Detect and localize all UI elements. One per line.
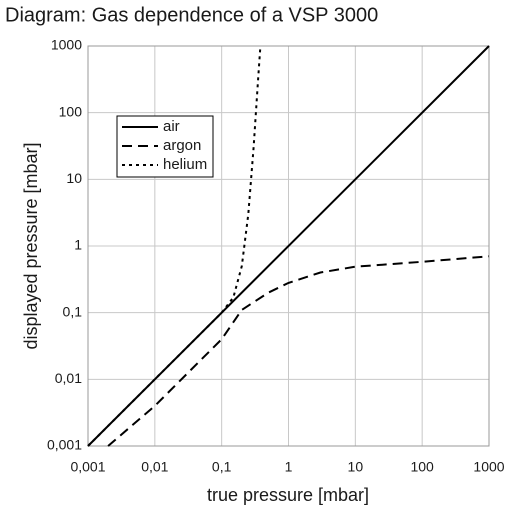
- x-tick-label: 0,01: [141, 459, 168, 475]
- y-tick-label: 1000: [51, 37, 82, 53]
- legend-label: helium: [163, 156, 207, 173]
- series-line: [87, 45, 490, 447]
- y-tick-label: 0,001: [47, 437, 82, 453]
- y-tick-label: 0,1: [63, 303, 83, 319]
- x-tick-label: 0,1: [212, 459, 232, 475]
- series-line: [107, 255, 490, 447]
- legend-label: air: [163, 118, 180, 135]
- plot-frame: [87, 45, 490, 447]
- x-tick-label: 10: [348, 459, 364, 475]
- x-tick-label: 1000: [473, 459, 504, 475]
- x-tick-label: 1: [285, 459, 293, 475]
- y-tick-label: 100: [59, 103, 83, 119]
- series-line: [87, 45, 262, 447]
- y-tick-label: 0,01: [55, 370, 82, 386]
- x-tick-label: 100: [410, 459, 434, 475]
- y-axis-label: displayed pressure [mbar]: [21, 142, 41, 349]
- y-tick-label: 1: [74, 237, 82, 253]
- y-tick-label: 10: [66, 170, 82, 186]
- chart-title: Diagram: Gas dependence of a VSP 3000: [5, 4, 378, 26]
- legend-label: argon: [163, 137, 201, 154]
- x-tick-label: 0,001: [70, 459, 105, 475]
- x-axis-label: true pressure [mbar]: [207, 485, 369, 505]
